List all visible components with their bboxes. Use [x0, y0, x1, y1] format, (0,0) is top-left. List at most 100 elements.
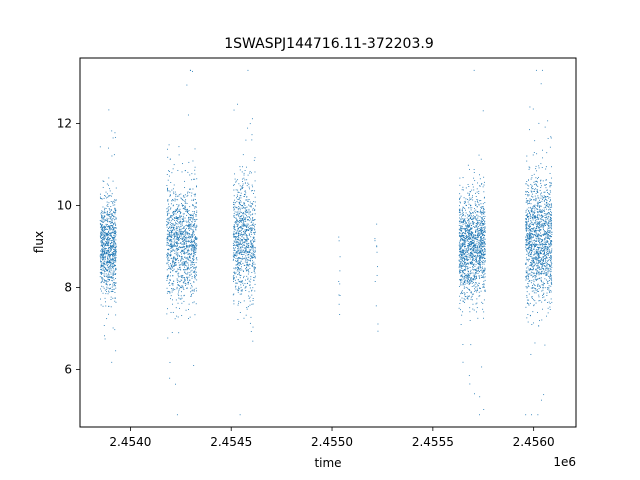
data-point	[101, 254, 102, 255]
data-point	[180, 233, 182, 235]
data-point	[108, 233, 110, 235]
data-point	[186, 276, 188, 278]
data-point	[533, 212, 535, 214]
data-point	[168, 217, 170, 219]
data-point	[474, 246, 476, 248]
data-point	[463, 260, 464, 262]
data-point	[480, 256, 481, 258]
data-point	[105, 280, 107, 282]
data-point	[107, 226, 109, 228]
data-point	[530, 237, 532, 239]
data-point	[169, 158, 171, 160]
data-point	[239, 230, 241, 232]
data-point	[535, 224, 537, 226]
data-point	[100, 264, 102, 266]
data-point	[470, 233, 472, 235]
data-point	[246, 259, 248, 261]
data-point	[460, 275, 462, 277]
data-point	[166, 211, 168, 213]
data-point	[113, 261, 115, 263]
data-point	[101, 248, 103, 250]
data-point	[193, 288, 195, 290]
data-point	[536, 170, 538, 172]
data-point	[483, 176, 485, 178]
data-point	[532, 213, 534, 215]
data-point	[175, 199, 177, 201]
data-point	[108, 215, 110, 217]
data-point	[483, 253, 485, 255]
data-point	[194, 242, 196, 244]
data-point	[478, 252, 480, 253]
data-point	[172, 261, 174, 263]
data-point	[247, 212, 249, 214]
data-point	[461, 209, 463, 211]
data-point	[187, 282, 189, 284]
data-point	[102, 305, 104, 307]
data-point	[103, 256, 105, 258]
data-point	[103, 287, 105, 289]
data-point	[482, 271, 484, 273]
data-point	[113, 273, 115, 275]
data-point	[541, 247, 543, 249]
data-point	[533, 223, 534, 225]
data-point	[239, 222, 241, 224]
data-point	[548, 226, 550, 228]
data-point	[538, 240, 540, 242]
data-point	[536, 240, 538, 242]
data-point	[105, 197, 107, 199]
data-point	[475, 303, 477, 305]
data-point	[462, 235, 464, 237]
data-point	[171, 230, 173, 232]
data-point	[179, 242, 181, 244]
data-point	[549, 256, 551, 258]
data-point	[466, 274, 468, 276]
data-point	[547, 120, 549, 122]
data-point	[544, 237, 546, 239]
data-point	[187, 287, 188, 289]
data-point	[252, 217, 254, 218]
data-point	[195, 266, 197, 268]
data-point	[471, 282, 473, 284]
data-point	[182, 232, 183, 234]
data-point	[482, 254, 484, 256]
data-point	[239, 242, 241, 244]
data-point	[483, 283, 485, 285]
data-point	[476, 256, 478, 258]
data-point	[550, 257, 552, 259]
data-point	[110, 259, 112, 261]
data-point	[181, 249, 183, 251]
data-point	[168, 232, 170, 234]
data-point	[254, 231, 256, 233]
data-point	[179, 231, 181, 233]
data-point	[376, 245, 378, 247]
data-point	[484, 249, 486, 251]
data-point	[102, 237, 103, 238]
data-point	[107, 242, 109, 244]
data-point	[467, 219, 469, 220]
data-point	[251, 227, 253, 229]
data-point	[548, 225, 550, 227]
data-point	[193, 249, 195, 251]
data-point	[177, 195, 178, 197]
data-point	[466, 248, 468, 249]
data-point	[479, 185, 481, 187]
data-point	[186, 277, 188, 279]
data-point	[107, 221, 109, 223]
data-point	[187, 220, 189, 222]
data-point	[481, 227, 483, 229]
data-point	[182, 220, 184, 222]
data-point	[186, 251, 188, 253]
data-point	[235, 267, 237, 269]
data-point	[478, 244, 480, 246]
data-point	[166, 233, 168, 235]
data-point	[480, 241, 482, 243]
data-point	[481, 250, 483, 252]
data-point	[472, 246, 474, 247]
data-point	[237, 262, 239, 264]
data-point	[101, 272, 103, 274]
data-point	[484, 202, 486, 204]
data-point	[181, 239, 183, 241]
data-point	[194, 195, 196, 197]
data-point	[463, 287, 465, 289]
data-point	[480, 274, 482, 276]
